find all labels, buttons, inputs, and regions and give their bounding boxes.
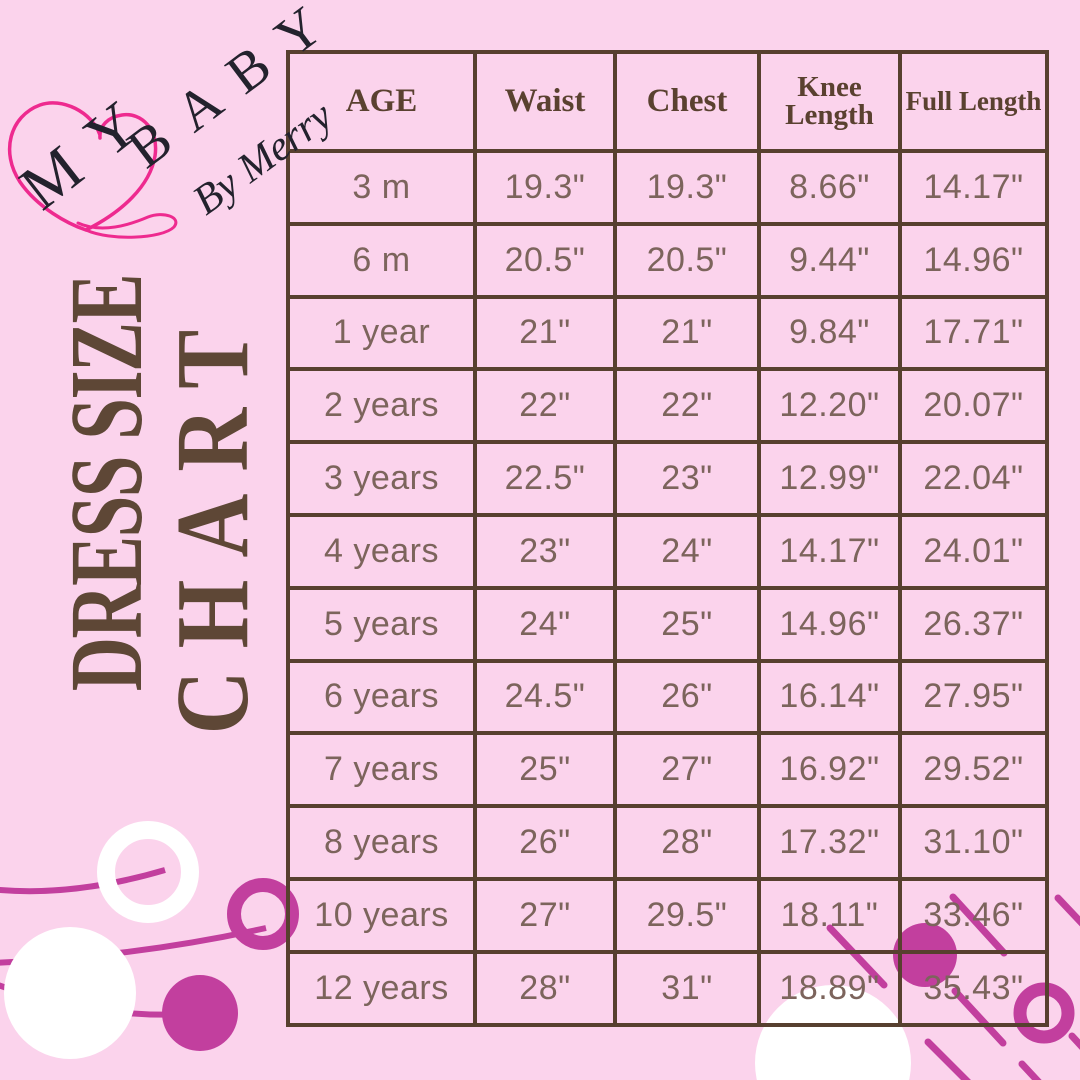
table-cell: 19.3": [613, 149, 761, 226]
white-circle-left: [4, 927, 136, 1059]
table-cell: 16.14": [757, 658, 902, 736]
table-cell: 25": [613, 585, 761, 663]
table-cell: 12 years: [286, 949, 477, 1027]
heart-tail-flourish: [76, 213, 178, 239]
table-cell: 26.37": [898, 585, 1049, 663]
page-title-line2: CHART: [155, 307, 270, 735]
table-cell: 3 m: [286, 149, 477, 226]
table-cell: 16.92": [757, 731, 902, 809]
table-cell: 24": [613, 512, 761, 590]
table-cell: 35.43": [898, 949, 1049, 1027]
table-cell: 24.01": [898, 512, 1049, 590]
table-row: 7 years 25" 27" 16.92" 29.52": [286, 731, 1049, 809]
table-cell: 7 years: [286, 731, 477, 809]
table-cell: 20.07": [898, 367, 1049, 445]
table-row: 2 years 22" 22" 12.20" 20.07": [286, 367, 1049, 445]
header-row: AGE Waist Chest Knee Length Full Length: [286, 50, 1049, 153]
header-knee-length: Knee Length: [757, 50, 902, 153]
table-cell: 18.89": [757, 949, 902, 1027]
table-cell: 6 years: [286, 658, 477, 736]
table-cell: 17.32": [757, 804, 902, 881]
table-cell: 22.5": [473, 440, 617, 517]
magenta-circle-left: [162, 975, 238, 1051]
table-cell: 27": [473, 876, 617, 954]
table-cell: 20.5": [613, 221, 761, 299]
header-chest: Chest: [613, 50, 761, 153]
table-cell: 27": [613, 731, 761, 809]
table-cell: 12.20": [757, 367, 902, 445]
table-row: 4 years 23" 24" 14.17" 24.01": [286, 512, 1049, 590]
table-cell: 6 m: [286, 221, 477, 299]
magenta-ring-left: [227, 878, 299, 950]
table-row: 6 m 20.5" 20.5" 9.44" 14.96": [286, 221, 1049, 299]
page-title-line1: DRESS SIZE: [49, 274, 164, 692]
heart-outline-icon: [7, 101, 158, 232]
table-cell: 25": [473, 731, 617, 809]
table-cell: 26": [613, 658, 761, 736]
table-cell: 14.17": [898, 149, 1049, 226]
table-cell: 2 years: [286, 367, 477, 445]
string-curve-1: [0, 867, 166, 895]
table-cell: 22.04": [898, 440, 1049, 517]
table-cell: 8.66": [757, 149, 902, 226]
table-row: 8 years 26" 28" 17.32" 31.10": [286, 804, 1049, 881]
brand-logo: M Y B A B Y By Merry: [7, 0, 341, 239]
table-cell: 33.46": [898, 876, 1049, 954]
table-row: 6 years 24.5" 26" 16.14" 27.95": [286, 658, 1049, 736]
table-cell: 12.99": [757, 440, 902, 517]
table-cell: 22": [613, 367, 761, 445]
table-row: 3 years 22.5" 23" 12.99" 22.04": [286, 440, 1049, 517]
table-cell: 9.44": [757, 221, 902, 299]
table-row: 3 m 19.3" 19.3" 8.66" 14.17": [286, 149, 1049, 226]
table-cell: 24.5": [473, 658, 617, 736]
table-row: 1 year 21" 21" 9.84" 17.71": [286, 294, 1049, 372]
table-cell: 27.95": [898, 658, 1049, 736]
table-cell: 22": [473, 367, 617, 445]
table-cell: 3 years: [286, 440, 477, 517]
table-cell: 18.11": [757, 876, 902, 954]
header-age: AGE: [286, 50, 477, 153]
table-cell: 10 years: [286, 876, 477, 954]
table-cell: 23": [473, 512, 617, 590]
table-cell: 14.17": [757, 512, 902, 590]
table-body: 3 m 19.3" 19.3" 8.66" 14.17" 6 m 20.5" 20.5" 9.4…: [286, 149, 1049, 1027]
header-full-length: Full Length: [898, 50, 1049, 153]
table-cell: 29.5": [613, 876, 761, 954]
white-ring: [97, 821, 199, 923]
table-cell: 31": [613, 949, 761, 1027]
table-cell: 28": [473, 949, 617, 1027]
table-cell: 28": [613, 804, 761, 881]
size-chart-table: AGE Waist Chest Knee Length Full Length …: [286, 50, 1049, 1027]
table-cell: 9.84": [757, 294, 902, 372]
header-waist: Waist: [473, 50, 617, 153]
table-cell: 24": [473, 585, 617, 663]
table-cell: 14.96": [757, 585, 902, 663]
table-cell: 23": [613, 440, 761, 517]
table-cell: 4 years: [286, 512, 477, 590]
table-row: 12 years 28" 31" 18.89" 35.43": [286, 949, 1049, 1027]
table-cell: 17.71": [898, 294, 1049, 372]
table-cell: 19.3": [473, 149, 617, 226]
table-cell: 20.5": [473, 221, 617, 299]
table-row: 10 years 27" 29.5" 18.11" 33.46": [286, 876, 1049, 954]
table-cell: 8 years: [286, 804, 477, 881]
table-cell: 29.52": [898, 731, 1049, 809]
table-cell: 1 year: [286, 294, 477, 372]
table-row: 5 years 24" 25" 14.96" 26.37": [286, 585, 1049, 663]
table-cell: 21": [473, 294, 617, 372]
table-cell: 21": [613, 294, 761, 372]
table-cell: 5 years: [286, 585, 477, 663]
table-cell: 31.10": [898, 804, 1049, 881]
table-cell: 14.96": [898, 221, 1049, 299]
table-cell: 26": [473, 804, 617, 881]
